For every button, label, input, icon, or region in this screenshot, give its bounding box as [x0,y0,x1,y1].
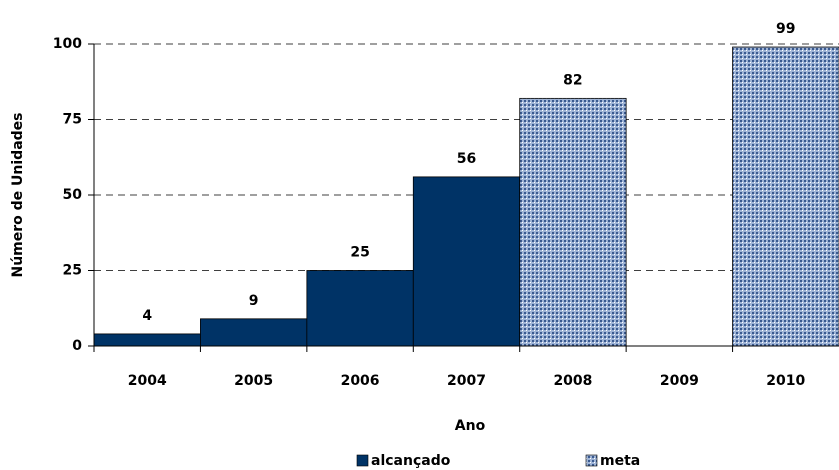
legend-swatch [356,454,369,467]
x-tick-label: 2004 [128,373,167,389]
data-label: 56 [457,151,476,167]
y-tick-label: 100 [53,36,82,52]
data-label: 82 [563,72,582,88]
y-axis-title: Número de Unidades [10,112,26,277]
x-tick-label: 2009 [660,373,699,389]
data-label: 25 [350,245,369,261]
legend-label: alcançado [371,453,451,469]
y-tick-label: 75 [63,112,82,128]
x-tick-label: 2008 [553,373,592,389]
data-label: 9 [249,293,259,309]
x-tick-label: 2005 [234,373,273,389]
bar [200,318,308,347]
bar [93,333,201,347]
y-tick-label: 50 [63,187,83,203]
bar [412,176,521,347]
x-axis-title: Ano [455,418,486,434]
data-label: 99 [776,21,795,37]
y-tick-label: 0 [72,338,82,354]
x-tick-label: 2007 [447,373,486,389]
bar [306,270,414,347]
bar [519,97,627,347]
bar [732,46,839,347]
legend-label: meta [600,453,640,469]
legend-swatch [585,454,598,467]
data-label: 4 [142,308,152,324]
x-tick-label: 2006 [341,373,380,389]
x-tick-label: 2010 [766,373,805,389]
y-tick-label: 25 [63,263,82,279]
